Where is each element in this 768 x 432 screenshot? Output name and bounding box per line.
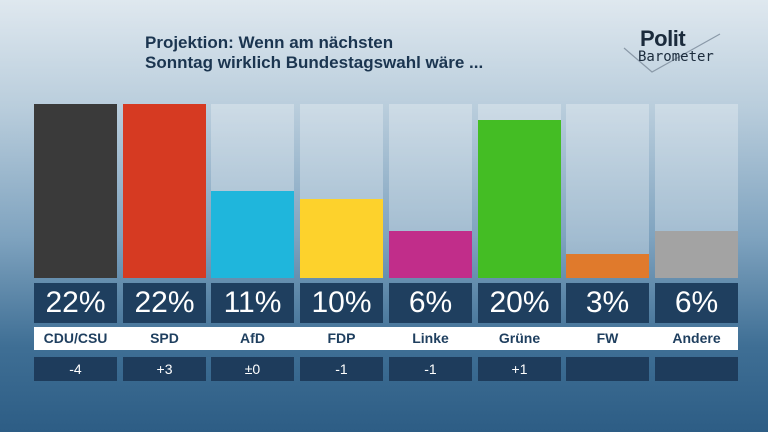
bar-2 <box>211 191 294 278</box>
change-label: ±0 <box>211 357 294 381</box>
value-label: 3% <box>566 283 649 323</box>
value-label: 11% <box>211 283 294 323</box>
category-label: SPD <box>150 330 179 346</box>
bar-3 <box>300 198 383 278</box>
bar-0 <box>34 104 117 278</box>
value-label: 20% <box>478 283 561 323</box>
category-label: FDP <box>327 330 356 346</box>
bar-6 <box>566 254 649 278</box>
value-label: 22% <box>34 283 117 323</box>
bar-background <box>566 104 649 278</box>
change-label <box>566 357 649 381</box>
change-label: -1 <box>389 357 472 381</box>
value-label: 10% <box>300 283 383 323</box>
bar-1 <box>123 104 206 278</box>
title-line-1: Projektion: Wenn am nächsten <box>145 33 394 52</box>
title-line-2: Sonntag wirklich Bundestagswahl wäre ... <box>145 53 484 72</box>
party-label-band <box>34 327 738 350</box>
category-label: Linke <box>412 330 449 346</box>
logo-polit: Polit <box>640 26 686 51</box>
category-label: AfD <box>240 330 265 346</box>
logo-barometer: Barometer <box>638 49 714 65</box>
category-label: FW <box>596 330 619 346</box>
value-label: 6% <box>389 283 472 323</box>
change-label: +3 <box>123 357 206 381</box>
value-label: 22% <box>123 283 206 323</box>
change-label: -4 <box>34 357 117 381</box>
politbarometer-logo: Polit Barometer <box>612 26 732 76</box>
checkmark-icon <box>623 33 721 73</box>
category-label: CDU/CSU <box>43 330 108 346</box>
change-label <box>655 357 738 381</box>
change-label: -1 <box>300 357 383 381</box>
category-label: Grüne <box>498 330 541 346</box>
bar-5 <box>478 119 561 278</box>
change-label: +1 <box>478 357 561 381</box>
chart-title: Projektion: Wenn am nächsten Sonntag wir… <box>145 33 483 73</box>
category-label: Andere <box>672 330 721 346</box>
bar-4 <box>389 230 472 278</box>
value-label: 6% <box>655 283 738 323</box>
bar-7 <box>655 230 738 278</box>
